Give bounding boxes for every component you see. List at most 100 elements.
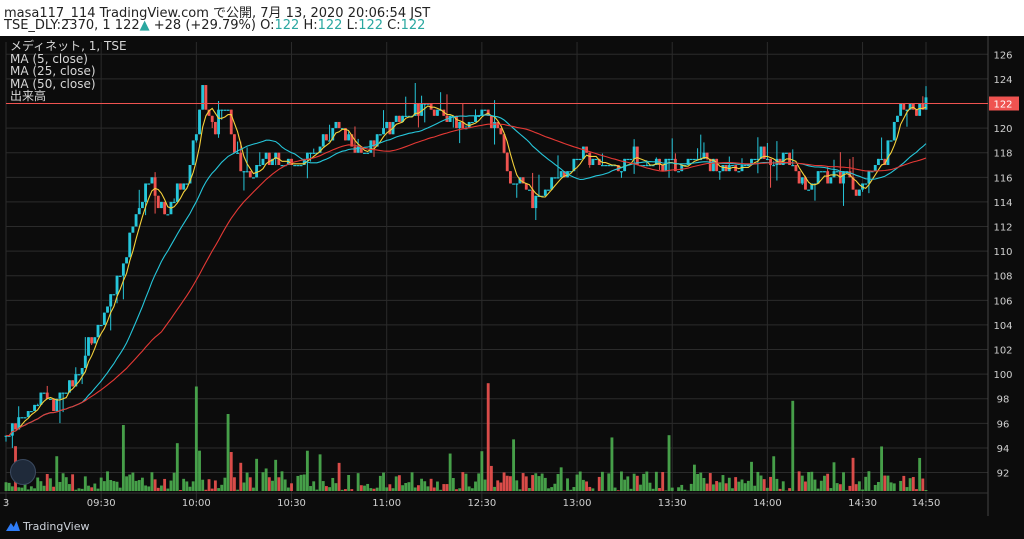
candle-body <box>594 158 598 161</box>
volume-bar <box>52 486 56 491</box>
candle-body <box>556 177 560 179</box>
candle-body <box>188 165 192 184</box>
volume-bar <box>746 480 750 491</box>
volume-bar <box>515 480 519 491</box>
candle-body <box>407 115 411 118</box>
candle-body <box>696 158 700 161</box>
candle-body <box>712 158 715 172</box>
volume-bar <box>305 450 309 491</box>
candle-body <box>36 404 40 407</box>
candle-body <box>578 158 582 161</box>
volume-bar <box>302 474 306 491</box>
volume-bar <box>556 474 560 491</box>
candle-body <box>848 171 852 178</box>
volume-bar <box>271 480 274 491</box>
volume-bar <box>223 477 227 491</box>
candle-body <box>750 158 753 166</box>
volume-bar <box>20 487 24 491</box>
candle-body <box>600 165 604 167</box>
candle-body <box>264 152 268 159</box>
candle-body <box>245 171 249 173</box>
volume-bar <box>458 488 462 491</box>
volume-bar <box>892 483 896 491</box>
volume-bar <box>870 490 874 491</box>
tradingview-badge-icon[interactable] <box>10 459 36 485</box>
candle-body <box>889 140 893 142</box>
candle-body <box>575 158 579 161</box>
footer-brand-text: TradingView <box>23 520 90 533</box>
candle-body <box>547 189 550 191</box>
volume-bar <box>255 458 259 491</box>
volume-bar <box>372 488 376 491</box>
volume-bar <box>363 485 366 491</box>
volume-bar <box>93 483 97 491</box>
volume-bar <box>445 484 449 491</box>
candle-body <box>115 275 119 295</box>
volume-bar <box>543 477 547 491</box>
volume-bar <box>823 475 826 491</box>
x-tick-label: 13:30 <box>658 498 687 509</box>
y-tick-label: 108 <box>993 272 1012 283</box>
candle-body <box>581 146 585 159</box>
volume-bar <box>597 476 601 491</box>
volume-bar <box>486 383 490 491</box>
volume-bar <box>531 475 535 491</box>
candle-body <box>350 134 354 147</box>
legend-volume: 出来高 <box>10 89 47 103</box>
close-value: 122 <box>400 18 426 33</box>
candle-body <box>804 177 807 190</box>
volume-bar <box>797 471 801 491</box>
volume-bar <box>68 484 71 491</box>
volume-bar <box>175 443 179 491</box>
candle-body <box>524 183 528 190</box>
volume-bars <box>4 383 928 491</box>
candle-body <box>213 121 217 135</box>
candlesticks <box>4 83 928 448</box>
volume-bar <box>131 472 135 491</box>
candle-body <box>185 183 189 185</box>
candle-body <box>854 189 858 196</box>
candle-body <box>239 152 243 172</box>
candle-body <box>366 152 370 154</box>
candle-body <box>756 158 760 161</box>
candle-body <box>324 134 328 141</box>
volume-bar <box>826 473 830 491</box>
y-tick-label: 112 <box>993 223 1012 234</box>
candle-body <box>496 121 500 129</box>
candle-body <box>873 165 877 172</box>
legend-ma25: MA (25, close) <box>10 64 96 78</box>
candle-body <box>261 158 265 166</box>
x-tick-label: 14:30 <box>848 498 877 509</box>
volume-bar <box>17 487 21 491</box>
legend-ma5: MA (5, close) <box>10 51 88 66</box>
volume-bar <box>169 480 173 491</box>
y-tick-label: 100 <box>993 370 1012 381</box>
candle-body <box>842 171 845 184</box>
volume-bar <box>750 461 753 491</box>
price-chart[interactable]: 92 94 96 98 100 102 104 106 108 110 112 114 116 118 12… <box>0 36 1024 516</box>
candle-body <box>312 152 316 154</box>
candle-body <box>499 128 503 135</box>
candle-body <box>321 134 325 147</box>
candle-body <box>163 201 167 215</box>
volume-bar <box>153 479 157 491</box>
candle-body <box>642 165 646 167</box>
candle-body <box>96 324 100 338</box>
volume-bar <box>819 480 823 491</box>
volume-bar <box>651 488 655 491</box>
candle-body <box>851 177 855 190</box>
candle-body <box>489 115 493 129</box>
volume-bar <box>712 484 715 491</box>
candle-body <box>835 171 839 173</box>
candle-body <box>353 146 357 153</box>
candle-body <box>175 183 179 202</box>
candle-body <box>118 275 122 277</box>
candle-body <box>305 152 309 159</box>
volume-bar <box>610 437 614 491</box>
low-value: 122 <box>358 18 384 33</box>
candle-body <box>61 392 65 394</box>
volume-bar <box>312 481 316 491</box>
candle-body <box>232 134 236 153</box>
candle-body <box>870 171 874 173</box>
candle-body <box>620 171 623 173</box>
